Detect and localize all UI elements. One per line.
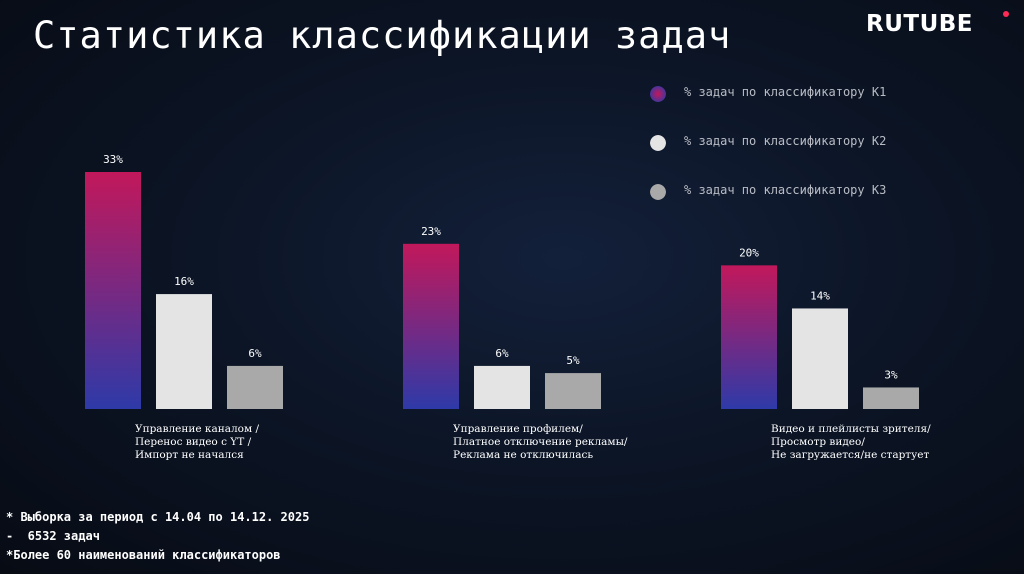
bar-k1-group-2 — [403, 243, 459, 409]
bar-value-label: 20% — [739, 246, 759, 259]
bar-k3-group-3 — [863, 387, 919, 409]
legend-label: % задач по классификатору К3 — [684, 183, 887, 197]
rutube-logo: RUTUBE — [866, 11, 973, 37]
legend-swatch-icon — [650, 135, 666, 151]
category-label-line: Управление каналом / — [135, 423, 260, 435]
category-label-line: Импорт не начался — [135, 449, 244, 461]
bar-value-label: 14% — [810, 289, 830, 302]
category-label-line: Управление профилем/ — [453, 423, 583, 435]
category-label-line: Видео и плейлисты зрителя/ — [771, 423, 931, 435]
bar-value-label: 5% — [566, 354, 580, 367]
legend-swatch-icon — [650, 184, 666, 200]
footnote-classifiers: *Более 60 наименований классификаторов — [6, 548, 281, 562]
category-label-3: Видео и плейлисты зрителя/Просмотр видео… — [771, 423, 971, 462]
bar-value-label: 16% — [174, 275, 194, 288]
bar-value-label: 6% — [248, 347, 262, 360]
bar-k3-group-1 — [227, 365, 283, 409]
category-label-line: Просмотр видео/ — [771, 436, 865, 448]
bar-k2-group-3 — [792, 308, 848, 409]
bar-k1-group-1 — [85, 172, 141, 409]
legend-label: % задач по классификатору К1 — [684, 85, 887, 99]
category-label-line: Реклама не отключилась — [453, 449, 594, 461]
footnote-tasks-count: - 6532 задач — [6, 529, 100, 543]
legend-swatch-icon — [650, 86, 666, 102]
logo-dot-icon — [1003, 11, 1009, 17]
bar-k1-group-3 — [721, 265, 777, 409]
legend-item-k2: % задач по классификатору К2 — [650, 133, 950, 153]
legend-label: % задач по классификатору К2 — [684, 134, 887, 148]
category-label-line: Не загружается/не стартует — [771, 449, 930, 461]
footnotes: * Выборка за период с 14.04 по 14.12. 20… — [6, 508, 309, 565]
bar-value-label: 6% — [495, 347, 509, 360]
category-label-line: Перенос видео с YT / — [135, 436, 252, 448]
bar-value-label: 23% — [421, 225, 441, 238]
bar-k2-group-1 — [156, 294, 212, 409]
footnote-period: * Выборка за период с 14.04 по 14.12. 20… — [6, 510, 310, 524]
page-title: Статистика классификации задач — [33, 14, 732, 57]
category-label-1: Управление каналом / Перенос видео с YT /… — [135, 423, 335, 462]
bar-value-label: 3% — [884, 368, 898, 381]
bar-value-label: 33% — [103, 153, 123, 166]
legend-item-k3: % задач по классификатору К3 — [650, 182, 950, 202]
bars-layer: 33% 16% 6% 23% 6% 5% 20% 14% 3% — [85, 153, 919, 409]
legend-item-k1: % задач по классификатору К1 — [650, 84, 950, 104]
category-label-line: Платное отключение рекламы/ — [453, 436, 628, 448]
category-label-2: Управление профилем/Платное отключение р… — [453, 423, 653, 462]
bar-k3-group-2 — [545, 373, 601, 409]
bar-k2-group-2 — [474, 365, 530, 409]
